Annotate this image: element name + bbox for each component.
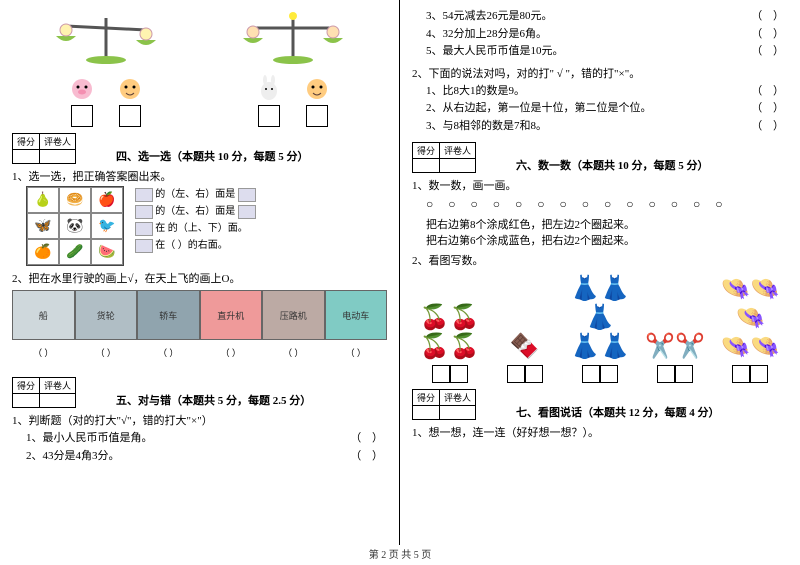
q4-2: 2、把在水里行驶的画上√，在天上飞的画上O。 — [12, 270, 387, 286]
vehicle-ebike[interactable]: 电动车 — [325, 290, 388, 340]
q6-1: 1、数一数，画一画。 — [412, 177, 788, 193]
page-footer: 第 2 页 共 5 页 — [0, 546, 800, 561]
scissors-icon: ✂️✂️ — [638, 332, 713, 361]
cherries-icon: 🍒🍒🍒🍒 — [412, 303, 487, 361]
score-table: 得分评卷人 — [12, 133, 76, 164]
q5-2: 2、下面的说法对吗，对的打" √ "，错的打"×"。 — [412, 65, 788, 81]
q5-1-4: 4、32分加上28分是6角。 — [426, 26, 547, 44]
count-box[interactable] — [582, 365, 600, 383]
q5-1: 1、判断题（对的打大"√"，错的打大"×"） — [12, 412, 387, 428]
veh-paren: （ ） — [200, 346, 263, 359]
count-box[interactable] — [507, 365, 525, 383]
vehicle-ship[interactable]: 船 — [12, 290, 75, 340]
vehicle-car[interactable]: 轿车 — [137, 290, 200, 340]
monkey-icon — [303, 75, 331, 103]
score-label: 得分 — [13, 134, 40, 150]
clue-block: 的（左、右）面是 的（左、右）面是 在 的（上、下）面。 在（ ）的右面。 — [135, 186, 256, 254]
chocolate-icon: 🍫 — [487, 332, 562, 361]
q5-1-1: 1、最小人民币币值是角。 — [26, 430, 153, 448]
answer-box[interactable] — [119, 105, 141, 127]
count-box[interactable] — [750, 365, 768, 383]
section-4-title: 四、选一选（本题共 10 分，每题 5 分） — [116, 148, 309, 164]
score-table: 得分评卷人 — [412, 389, 476, 420]
count-box[interactable] — [450, 365, 468, 383]
q6-1-line1: 把右边第8个涂成红色，把左边2个圈起来。 — [426, 216, 788, 232]
q6-1-line2: 把右边第6个涂成蓝色，把右边2个圈起来。 — [426, 232, 788, 248]
veh-paren: （ ） — [137, 346, 200, 359]
vehicle-row: 船 货轮 轿车 直升机 压路机 电动车 — [12, 290, 387, 340]
score-table: 得分评卷人 — [412, 142, 476, 173]
pig-icon — [68, 75, 96, 103]
q5-2-1: 1、比8大1的数是9。 — [426, 83, 525, 101]
rabbit-icon — [255, 75, 283, 103]
circle-row[interactable]: ○ ○ ○ ○ ○ ○ ○ ○ ○ ○ ○ ○ ○ ○ — [426, 197, 788, 212]
section-7-title: 七、看图说话（本题共 12 分，每题 4 分） — [516, 404, 720, 420]
q5-2-2: 2、从右边起，第一位是十位，第二位是个位。 — [426, 100, 652, 118]
q7-1: 1、想一想，连一连（好好想一想？）。 — [412, 424, 788, 440]
veh-paren: （ ） — [325, 346, 388, 359]
veh-paren: （ ） — [262, 346, 325, 359]
count-box[interactable] — [657, 365, 675, 383]
dress-icon: 👗👗👗👗👗 — [562, 274, 637, 361]
answer-box[interactable] — [306, 105, 328, 127]
vehicle-roller[interactable]: 压路机 — [262, 290, 325, 340]
q6-2: 2、看图写数。 — [412, 252, 788, 268]
count-box[interactable] — [675, 365, 693, 383]
count-box[interactable] — [432, 365, 450, 383]
vehicle-heli[interactable]: 直升机 — [200, 290, 263, 340]
q4-1: 1、选一选，把正确答案圈出来。 — [12, 168, 387, 184]
score-table: 得分评卷人 — [12, 377, 76, 408]
monkey-icon — [116, 75, 144, 103]
balance-right — [223, 8, 363, 127]
q5-2-3: 3、与8相邻的数是7和8。 — [426, 118, 547, 136]
q5-1-3: 3、54元减去26元是80元。 — [426, 8, 553, 26]
veh-paren: （ ） — [12, 346, 75, 359]
balance-icon — [46, 8, 166, 68]
balance-scales — [12, 8, 387, 127]
answer-box[interactable] — [71, 105, 93, 127]
balance-icon — [233, 8, 353, 68]
answer-box[interactable] — [258, 105, 280, 127]
count-objects-row: 🍒🍒🍒🍒 🍫 👗👗👗👗👗 ✂️✂️ 👒👒👒👒👒 — [412, 274, 788, 383]
section-6-title: 六、数一数（本题共 10 分，每题 5 分） — [516, 157, 709, 173]
q5-1-5: 5、最大人民币币值是10元。 — [426, 43, 564, 61]
vehicle-cargo[interactable]: 货轮 — [75, 290, 138, 340]
hats-icon: 👒👒👒👒👒 — [713, 274, 788, 361]
veh-paren: （ ） — [75, 346, 138, 359]
position-grid: 🍐🥯🍎 🦋🐼🐦 🍊🥒🍉 — [26, 186, 124, 266]
count-box[interactable] — [732, 365, 750, 383]
q5-1-2: 2、43分是4角3分。 — [26, 448, 120, 466]
grader-label: 评卷人 — [40, 134, 76, 150]
section-5-title: 五、对与错（本题共 5 分，每题 2.5 分） — [116, 392, 311, 408]
balance-left — [36, 8, 176, 127]
count-box[interactable] — [600, 365, 618, 383]
count-box[interactable] — [525, 365, 543, 383]
